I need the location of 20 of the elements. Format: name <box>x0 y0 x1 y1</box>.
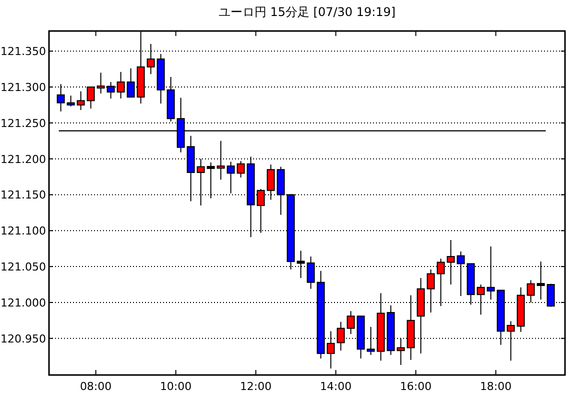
y-tick-label: 121.150 <box>0 188 46 202</box>
x-tick-label: 18:00 <box>480 380 512 393</box>
y-tick-label: 121.100 <box>0 224 46 238</box>
y-tick-label: 121.000 <box>0 296 46 310</box>
x-tick-label: 08:00 <box>80 380 112 393</box>
y-tick-label: 121.350 <box>0 45 46 58</box>
x-tick-label: 12:00 <box>240 380 272 393</box>
y-tick-label: 121.250 <box>0 116 46 130</box>
chart-title: ユーロ円 15分足 [07/30 19:19] <box>218 5 396 19</box>
candlestick <box>226 161 235 194</box>
x-tick-label: 14:00 <box>320 380 352 393</box>
candlestick <box>66 95 75 107</box>
y-tick-label: 121.200 <box>0 152 46 166</box>
candlestick <box>346 310 355 335</box>
candlestick <box>76 90 85 110</box>
y-tick-label: 121.050 <box>0 260 46 274</box>
y-tick-label: 121.300 <box>0 81 46 94</box>
x-tick-label: 16:00 <box>400 380 432 393</box>
y-tick-label: 120.950 <box>0 332 46 346</box>
x-tick-label: 10:00 <box>160 380 192 393</box>
